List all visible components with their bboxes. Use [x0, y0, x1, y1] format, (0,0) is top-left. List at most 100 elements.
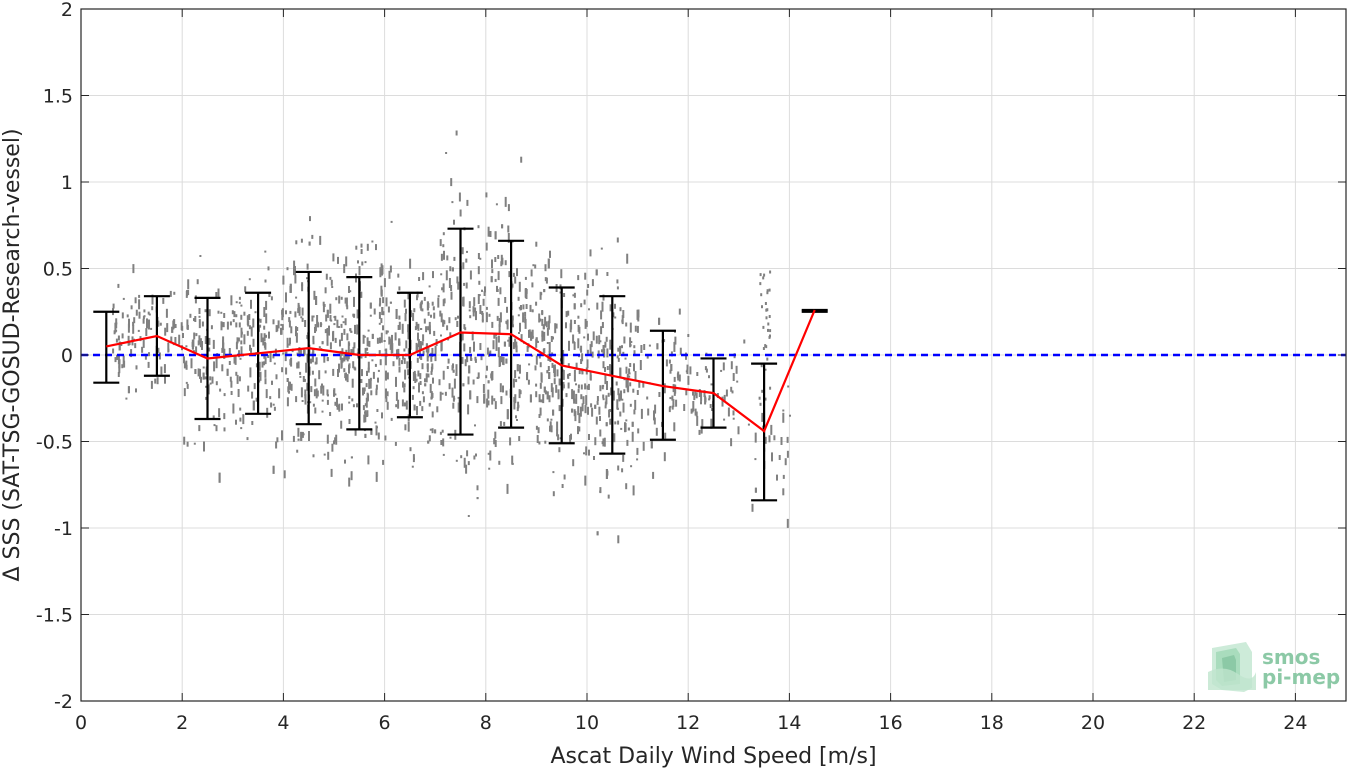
scatter-point — [407, 421, 410, 432]
scatter-point — [405, 340, 408, 349]
scatter-point — [294, 311, 297, 318]
scatter-point — [711, 408, 714, 411]
scatter-point — [538, 394, 541, 403]
scatter-point — [375, 388, 378, 394]
scatter-point — [442, 232, 445, 236]
scatter-point — [453, 378, 456, 389]
scatter-point — [518, 436, 521, 441]
scatter-point — [130, 305, 133, 310]
scatter-point — [617, 357, 620, 362]
scatter-point — [448, 383, 451, 390]
scatter-point — [600, 326, 603, 335]
scatter-point — [592, 331, 595, 341]
scatter-point — [326, 434, 329, 444]
scatter-point — [151, 294, 154, 305]
scatter-point — [371, 240, 374, 243]
scatter-point — [614, 303, 616, 309]
scatter-point — [606, 366, 609, 370]
scatter-point — [358, 266, 361, 276]
scatter-point — [584, 383, 587, 390]
scatter-point — [556, 369, 559, 377]
scatter-point — [631, 431, 634, 442]
scatter-point — [768, 315, 771, 318]
x-axis-ticks: 0 2 4 6 8 10 12 14 16 18 20 22 24 — [75, 9, 1307, 734]
scatter-point — [427, 347, 430, 353]
scatter-point — [498, 460, 501, 465]
scatter-point — [547, 258, 550, 269]
scatter-point — [495, 344, 498, 351]
scatter-point — [381, 412, 383, 419]
scatter-point — [394, 332, 397, 341]
scatter-point — [208, 309, 211, 317]
scatter-point — [194, 316, 197, 322]
scatter-point — [418, 382, 420, 393]
y-tick-label: -1.5 — [36, 605, 73, 627]
scatter-point — [360, 249, 363, 254]
scatter-point — [580, 394, 583, 400]
scatter-point — [551, 352, 554, 355]
scatter-point — [287, 386, 290, 393]
scatter-point — [461, 356, 464, 364]
x-tick-label: 20 — [1081, 712, 1105, 734]
scatter-point — [378, 303, 381, 307]
scatter-point — [491, 321, 494, 328]
scatter-point — [193, 318, 195, 322]
scatter-point — [451, 365, 454, 371]
scatter-point — [301, 307, 304, 316]
scatter-point — [264, 250, 267, 253]
scatter-point — [754, 487, 757, 493]
scatter-point — [769, 329, 772, 333]
scatter-point — [468, 309, 471, 312]
scatter-point — [433, 312, 436, 319]
scatter-point — [557, 393, 560, 398]
scatter-point — [219, 388, 222, 392]
scatter-point — [169, 290, 172, 297]
scatter-point — [578, 426, 581, 432]
scatter-point — [213, 361, 216, 372]
scatter-point — [544, 277, 547, 282]
scatter-point — [685, 390, 688, 396]
scatter-point — [404, 369, 407, 380]
scatter-point — [263, 307, 266, 317]
scatter-point — [302, 433, 305, 436]
scatter-point — [499, 312, 502, 323]
scatter-point — [286, 267, 289, 271]
scatter-point — [466, 355, 469, 363]
scatter-point — [244, 286, 247, 293]
scatter-point — [223, 413, 226, 420]
scatter-point — [318, 370, 321, 380]
scatter-point — [769, 334, 771, 338]
scatter-point — [507, 233, 510, 243]
scatter-point — [427, 311, 430, 316]
scatter-point — [504, 260, 507, 266]
scatter-point — [363, 414, 366, 423]
scatter-point — [654, 404, 657, 414]
scatter-point — [625, 366, 628, 374]
scatter-point — [610, 387, 613, 396]
scatter-point — [577, 384, 580, 389]
scatter-point — [297, 427, 300, 437]
scatter-point — [583, 299, 586, 305]
scatter-point — [385, 297, 388, 307]
scatter-point — [253, 383, 256, 390]
scatter-point — [380, 332, 383, 343]
scatter-point — [520, 156, 523, 163]
scatter-point — [685, 370, 688, 373]
scatter-point — [517, 296, 520, 301]
scatter-point — [228, 348, 231, 357]
scatter-point — [205, 385, 208, 388]
scatter-point — [291, 350, 294, 353]
scatter-point — [616, 279, 619, 284]
y-tick-label: 1 — [61, 172, 73, 194]
scatter-point — [148, 313, 151, 316]
scatter-point — [572, 294, 575, 297]
scatter-point — [522, 312, 525, 323]
scatter-point — [543, 289, 546, 293]
scatter-point — [309, 216, 311, 222]
scatter-point — [276, 325, 279, 329]
scatter-point — [512, 324, 514, 328]
scatter-point — [625, 419, 628, 422]
scatter-point — [735, 365, 738, 374]
scatter-point — [445, 152, 448, 154]
scatter-point — [367, 367, 370, 373]
